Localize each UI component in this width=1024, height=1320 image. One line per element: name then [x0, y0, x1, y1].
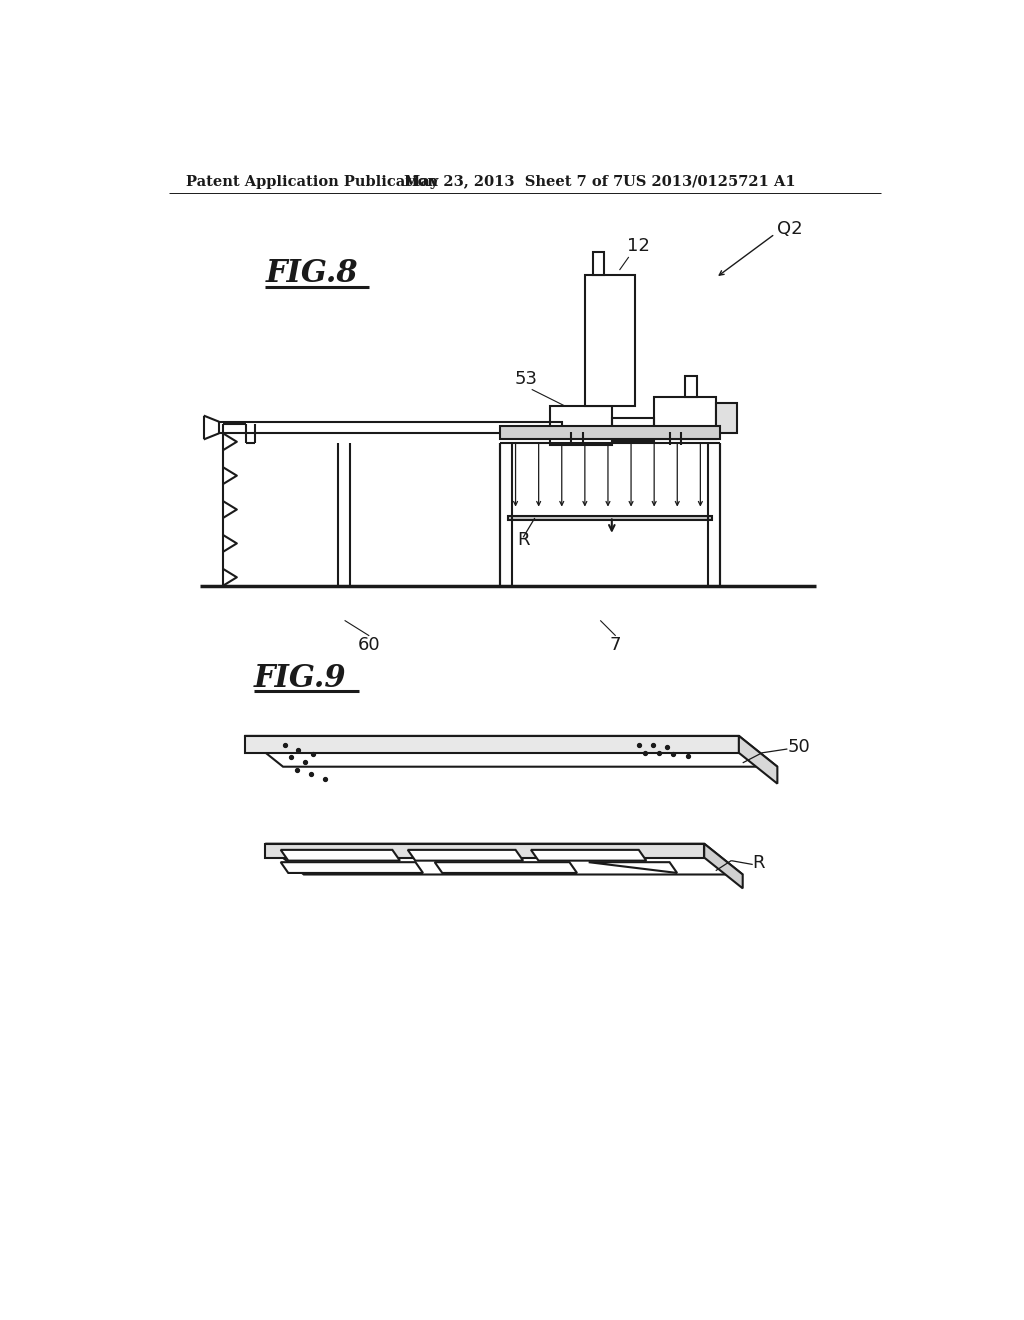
- Text: R: R: [517, 531, 529, 549]
- Bar: [611, 418, 654, 441]
- Bar: [550, 407, 611, 445]
- Text: Q2: Q2: [777, 220, 803, 238]
- Text: 7: 7: [610, 636, 622, 653]
- Polygon shape: [265, 843, 742, 875]
- Text: 60: 60: [358, 636, 381, 653]
- Polygon shape: [531, 850, 646, 861]
- Bar: [685, 376, 696, 397]
- Bar: [219, 422, 562, 433]
- Bar: [593, 252, 604, 276]
- Text: 53: 53: [514, 370, 537, 388]
- Polygon shape: [245, 737, 739, 752]
- Polygon shape: [589, 862, 677, 873]
- Text: 12: 12: [628, 236, 650, 255]
- Polygon shape: [281, 862, 423, 873]
- Bar: [716, 404, 737, 433]
- Bar: [585, 276, 635, 407]
- Text: R: R: [753, 854, 765, 873]
- Text: 50: 50: [787, 738, 810, 756]
- Text: FIG.8: FIG.8: [265, 259, 358, 289]
- Bar: [654, 397, 716, 440]
- Polygon shape: [281, 850, 400, 861]
- Polygon shape: [408, 850, 523, 861]
- Bar: [508, 516, 712, 520]
- Polygon shape: [739, 737, 777, 784]
- Bar: [500, 425, 720, 440]
- Text: FIG.9: FIG.9: [254, 663, 346, 693]
- Text: US 2013/0125721 A1: US 2013/0125721 A1: [624, 174, 796, 189]
- Text: May 23, 2013  Sheet 7 of 7: May 23, 2013 Sheet 7 of 7: [403, 174, 624, 189]
- Polygon shape: [435, 862, 577, 873]
- Polygon shape: [265, 843, 705, 858]
- Polygon shape: [245, 737, 777, 767]
- Polygon shape: [705, 843, 742, 888]
- Text: Patent Application Publication: Patent Application Publication: [186, 174, 438, 189]
